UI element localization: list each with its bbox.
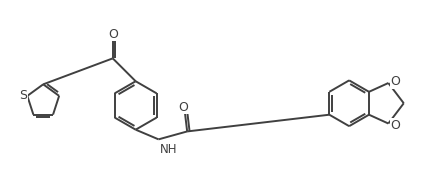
Text: O: O	[179, 101, 189, 114]
Text: S: S	[19, 89, 27, 102]
Text: O: O	[391, 75, 400, 88]
Text: O: O	[391, 119, 400, 132]
Text: NH: NH	[159, 143, 177, 156]
Text: O: O	[108, 28, 118, 41]
